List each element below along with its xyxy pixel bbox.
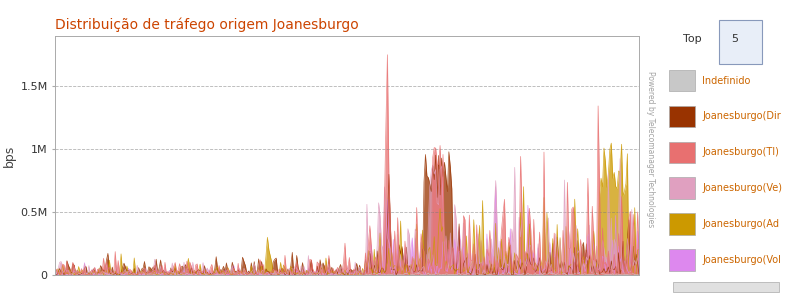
Text: Joanesburgo(Ad: Joanesburgo(Ad xyxy=(702,219,780,229)
Text: Distribuição de tráfego origem Joanesburgo: Distribuição de tráfego origem Joanesbur… xyxy=(55,17,359,32)
Text: Indefinido: Indefinido xyxy=(702,76,750,86)
FancyBboxPatch shape xyxy=(672,282,779,292)
Text: Joanesburgo(Vol: Joanesburgo(Vol xyxy=(702,255,781,265)
FancyBboxPatch shape xyxy=(669,142,695,163)
Text: 5: 5 xyxy=(731,34,738,45)
FancyBboxPatch shape xyxy=(719,20,761,64)
FancyBboxPatch shape xyxy=(669,106,695,127)
FancyBboxPatch shape xyxy=(669,249,695,271)
Text: Joanesburgo(Ve): Joanesburgo(Ve) xyxy=(702,183,782,193)
Text: Top: Top xyxy=(682,34,701,45)
FancyBboxPatch shape xyxy=(669,70,695,91)
Text: Joanesburgo(TI): Joanesburgo(TI) xyxy=(702,147,779,157)
Text: Joanesburgo(Dir: Joanesburgo(Dir xyxy=(702,112,781,121)
Text: Powered by Telecomanager Technologies: Powered by Telecomanager Technologies xyxy=(646,71,656,228)
FancyBboxPatch shape xyxy=(669,213,695,235)
Y-axis label: bps: bps xyxy=(3,144,16,167)
FancyBboxPatch shape xyxy=(669,178,695,199)
